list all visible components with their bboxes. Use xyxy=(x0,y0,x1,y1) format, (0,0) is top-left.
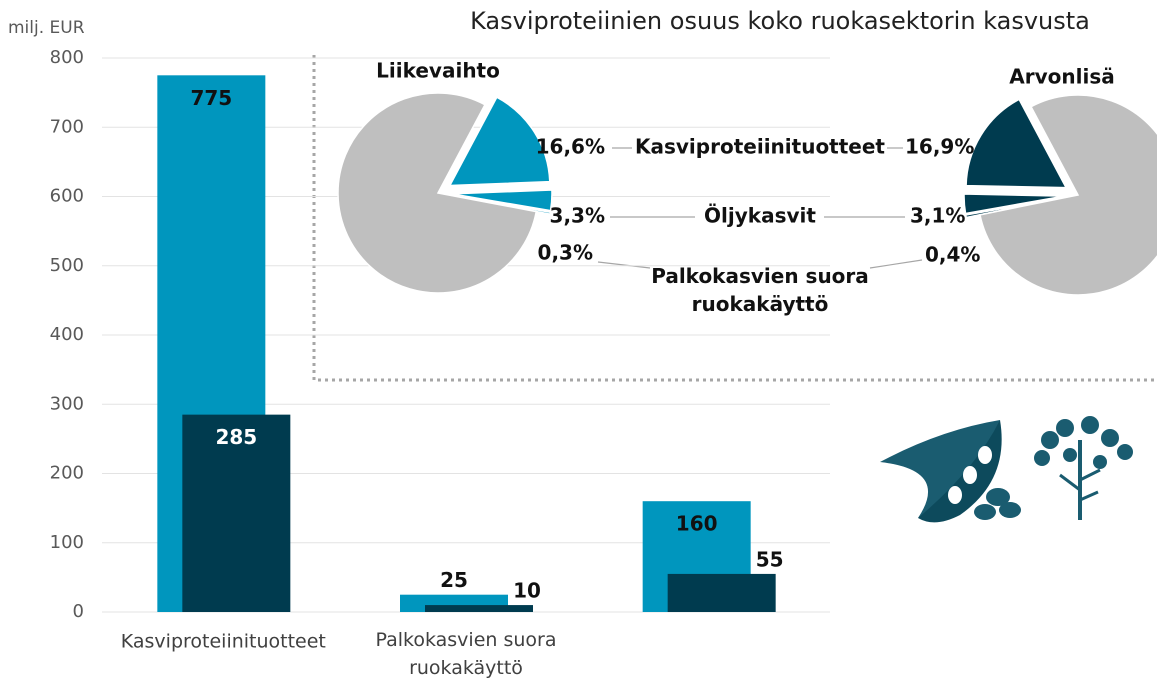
bar xyxy=(667,573,776,612)
pie-value-label: 16,6% xyxy=(536,135,605,159)
y-tick-label: 800 xyxy=(50,47,84,68)
y-tick-label: 400 xyxy=(50,324,84,345)
bar xyxy=(182,414,291,612)
icons xyxy=(880,416,1133,523)
data-label: 55 xyxy=(756,547,784,571)
y-tick-label: 0 xyxy=(73,601,84,622)
pie-category-label: Kasviproteiinituotteet xyxy=(635,135,885,159)
pie-slice xyxy=(979,94,1157,296)
pie-value-label: 3,3% xyxy=(550,204,605,228)
pie-slice xyxy=(448,96,551,187)
pie-slice xyxy=(337,92,538,294)
pie-value-label: 16,9% xyxy=(905,135,974,159)
data-label: 285 xyxy=(215,425,257,449)
pie-category-label: Palkokasvien suora ruokakäyttö xyxy=(651,264,869,316)
data-label: 160 xyxy=(676,512,718,536)
y-tick-label: 100 xyxy=(50,532,84,553)
y-tick-label: 600 xyxy=(50,186,84,207)
pie-title: Arvonlisä xyxy=(1009,65,1114,89)
y-tick-label: 200 xyxy=(50,463,84,484)
connectors xyxy=(597,147,923,269)
pie-slice xyxy=(963,193,1065,215)
pie-title: Liikevaihto xyxy=(376,59,500,83)
data-label: 25 xyxy=(440,568,468,592)
pie-value-label: 3,1% xyxy=(910,204,965,228)
y-tick-label: 500 xyxy=(50,255,84,276)
pie-slice xyxy=(451,189,553,212)
inset-border xyxy=(312,55,1157,382)
y-axis-label: milj. EUR xyxy=(8,18,85,38)
y-tick-label: 300 xyxy=(50,393,84,414)
y-tick-label: 700 xyxy=(50,116,84,137)
x-tick-label: Palkokasvien suora ruokakäyttö xyxy=(375,629,557,679)
bar xyxy=(425,605,533,612)
pie-category-label: Öljykasvit xyxy=(704,204,816,228)
pie-value-label: 0,4% xyxy=(925,243,980,267)
pie-slice xyxy=(965,98,1068,189)
inset-title: Kasviproteiinien osuus koko ruokasektori… xyxy=(470,7,1090,35)
pie-value-label: 0,3% xyxy=(538,241,593,265)
data-label: 10 xyxy=(513,579,541,603)
data-label: 775 xyxy=(190,86,232,110)
x-tick-label: Kasviproteiinituotteet xyxy=(121,631,326,653)
